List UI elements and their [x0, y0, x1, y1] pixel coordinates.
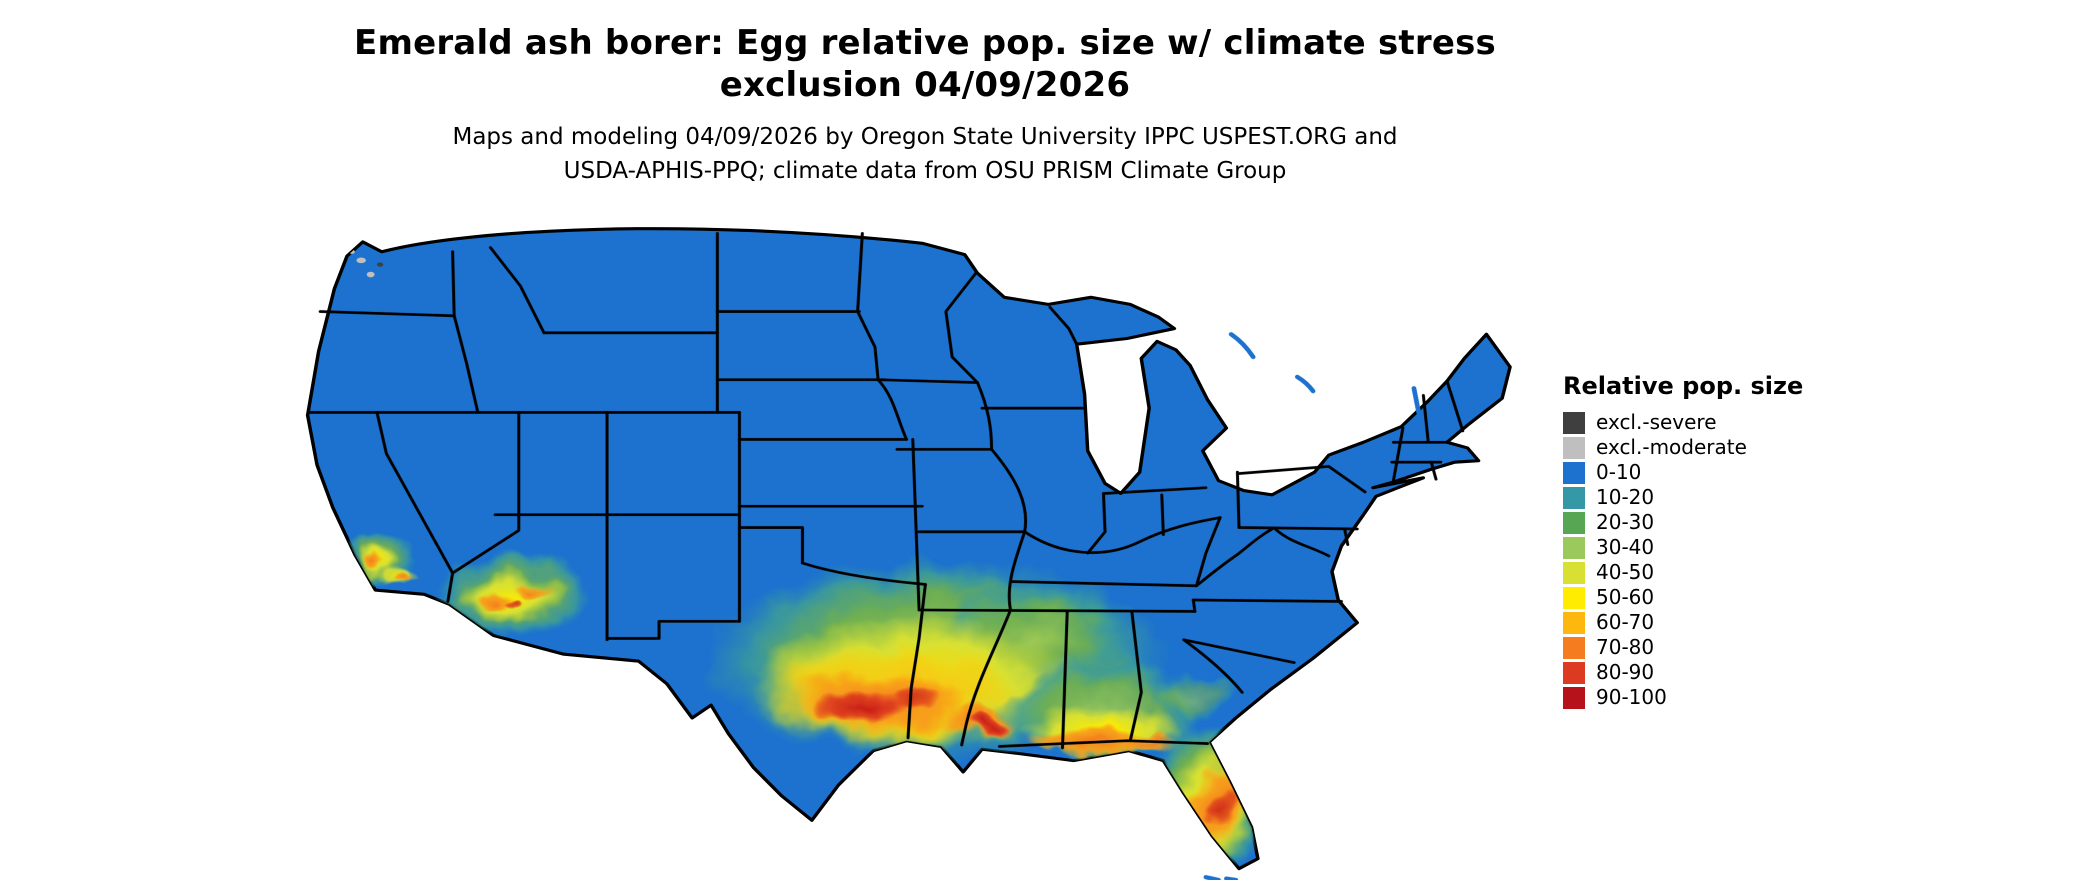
- legend-swatch: [1563, 486, 1585, 509]
- legend: Relative pop. size excl.-severe excl.-mo…: [1563, 372, 1883, 710]
- legend-item-label: 50-60: [1596, 585, 1655, 609]
- legend-item: excl.-severe: [1563, 410, 1883, 435]
- legend-item-label: 80-90: [1596, 660, 1655, 684]
- legend-swatch: [1563, 461, 1585, 484]
- legend-item-label: 40-50: [1596, 560, 1655, 584]
- page-title-line2: exclusion 04/09/2026: [719, 65, 1131, 105]
- legend-item-label: 70-80: [1596, 635, 1655, 659]
- legend-swatch: [1563, 561, 1585, 584]
- legend-item-label: 30-40: [1596, 535, 1655, 559]
- legend-item: 20-30: [1563, 510, 1883, 535]
- legend-item-label: 90-100: [1596, 685, 1667, 709]
- legend-swatch: [1563, 661, 1585, 684]
- legend-swatch: [1563, 636, 1585, 659]
- legend-swatch: [1563, 436, 1585, 459]
- legend-item: 80-90: [1563, 660, 1883, 685]
- legend-item: 40-50: [1563, 560, 1883, 585]
- legend-item: 10-20: [1563, 485, 1883, 510]
- outside-raster-fragments: [1203, 332, 1422, 880]
- subtitle-block: Maps and modeling 04/09/2026 by Oregon S…: [0, 120, 1850, 188]
- legend-swatch: [1563, 536, 1585, 559]
- legend-item: 30-40: [1563, 535, 1883, 560]
- us-map-svg: [305, 227, 1512, 880]
- legend-item: 60-70: [1563, 610, 1883, 635]
- us-map: [295, 212, 1540, 880]
- legend-item-label: 20-30: [1596, 510, 1655, 534]
- legend-item: excl.-moderate: [1563, 435, 1883, 460]
- legend-swatch: [1563, 411, 1585, 434]
- subtitle-line2: USDA-APHIS-PPQ; climate data from OSU PR…: [563, 158, 1287, 184]
- page-title-line1: Emerald ash borer: Egg relative pop. siz…: [354, 23, 1496, 63]
- legend-item-label: excl.-severe: [1596, 410, 1717, 434]
- title-block: Emerald ash borer: Egg relative pop. siz…: [0, 22, 1850, 188]
- legend-item-label: 60-70: [1596, 610, 1655, 634]
- legend-swatch: [1563, 686, 1585, 709]
- legend-swatch: [1563, 586, 1585, 609]
- legend-title: Relative pop. size: [1563, 372, 1804, 400]
- legend-item-label: excl.-moderate: [1596, 435, 1747, 459]
- legend-item: 90-100: [1563, 685, 1883, 710]
- legend-swatch: [1563, 611, 1585, 634]
- legend-item-label: 0-10: [1596, 460, 1642, 484]
- legend-item: 50-60: [1563, 585, 1883, 610]
- state-borders: [307, 231, 1465, 750]
- legend-swatch: [1563, 511, 1585, 534]
- subtitle-line1: Maps and modeling 04/09/2026 by Oregon S…: [452, 124, 1398, 150]
- legend-item: 70-80: [1563, 635, 1883, 660]
- legend-item-label: 10-20: [1596, 485, 1655, 509]
- legend-item: 0-10: [1563, 460, 1883, 485]
